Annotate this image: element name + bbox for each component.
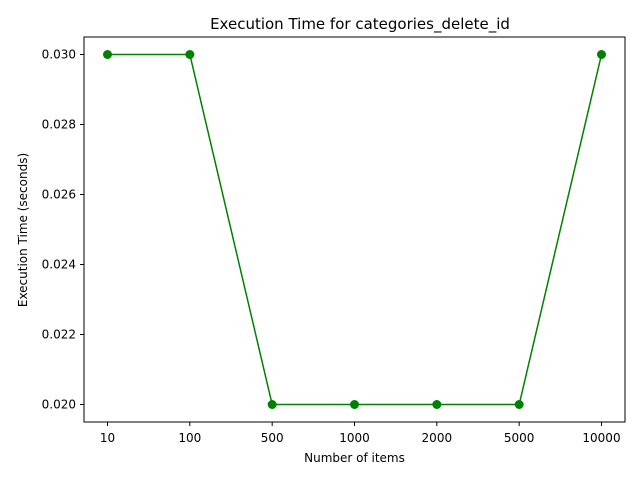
y-tick-label: 0.020 <box>42 398 76 412</box>
y-tick-label: 0.022 <box>42 328 76 342</box>
x-axis-ticks: 10 100 500 1000 2000 5000 10000 <box>100 422 621 445</box>
y-axis-ticks: 0.020 0.022 0.024 0.026 0.028 0.030 <box>42 48 84 412</box>
y-tick-label: 0.024 <box>42 258 76 272</box>
data-point <box>514 400 524 409</box>
y-tick-label: 0.030 <box>42 48 76 62</box>
plot-frame <box>83 36 626 423</box>
data-point <box>432 400 442 409</box>
x-tick-label: 5000 <box>504 431 535 445</box>
data-point <box>185 50 195 59</box>
x-tick-label: 2000 <box>422 431 453 445</box>
y-axis-label: Execution Time (seconds) <box>16 153 30 307</box>
x-tick-label: 10 <box>100 431 115 445</box>
y-tick-label: 0.028 <box>42 118 76 132</box>
y-tick-label: 0.026 <box>42 188 76 202</box>
x-axis-label: Number of items <box>304 451 405 465</box>
x-tick-label: 500 <box>261 431 284 445</box>
x-tick-label: 1000 <box>339 431 370 445</box>
x-tick-label: 10000 <box>582 431 620 445</box>
data-point <box>597 50 606 59</box>
data-point <box>350 400 359 409</box>
data-point <box>267 400 277 409</box>
series-layer <box>103 50 606 409</box>
data-point <box>103 50 112 59</box>
x-tick-label: 100 <box>178 431 201 445</box>
chart-title: Execution Time for categories_delete_id <box>210 15 510 34</box>
